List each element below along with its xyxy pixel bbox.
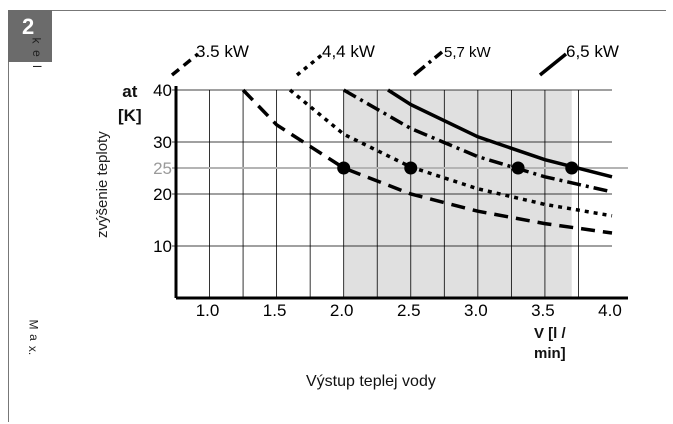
legend-label: 4,4 kW <box>322 42 375 61</box>
legend-label: 3.5 kW <box>196 42 249 61</box>
y-tick-label: 40 <box>153 81 172 100</box>
y-axis-label-line: [K] <box>118 106 142 125</box>
x-tick-label: 2.5 <box>397 301 421 320</box>
legend-swatch <box>412 50 444 77</box>
x-axis-label-line: V [l / <box>534 325 566 342</box>
series-line-3 <box>342 88 613 194</box>
legend-swatch <box>170 52 200 77</box>
y-axis-label-line: at <box>122 82 138 101</box>
x-tick-label: 2.0 <box>330 301 354 320</box>
x-tick-label: 1.0 <box>196 301 220 320</box>
y-tick-label: 30 <box>153 133 172 152</box>
chart-caption: Výstup teplej vody <box>306 373 436 390</box>
section-badge: 2 <box>8 10 52 62</box>
legend-label: 5,7 kW <box>444 44 492 61</box>
y-axis-label: at [K] <box>118 80 142 128</box>
legend-label: 6,5 kW <box>566 42 619 61</box>
y-tick-label: 25 <box>153 159 172 178</box>
x-tick-label: 1.5 <box>263 301 287 320</box>
legend-swatch <box>295 52 325 77</box>
y-tick-label: 10 <box>153 237 172 256</box>
x-tick-label: 4.0 <box>598 301 622 320</box>
series-point-4 <box>565 161 579 175</box>
x-tick-label: 3.5 <box>531 301 555 320</box>
x-tick-label: 3.0 <box>464 301 488 320</box>
series-point-2 <box>404 161 418 175</box>
x-axis-label: V [l / min] <box>534 324 566 364</box>
x-axis-label-line: min] <box>534 345 566 362</box>
series-line-1 <box>241 88 613 235</box>
figure-frame <box>8 10 666 422</box>
series-point-1 <box>337 161 351 175</box>
section-number: 2 <box>22 14 35 39</box>
series-line-2 <box>288 88 613 218</box>
series-point-3 <box>511 161 525 175</box>
y-tick-label: 20 <box>153 185 172 204</box>
legend-swatch <box>538 52 568 77</box>
